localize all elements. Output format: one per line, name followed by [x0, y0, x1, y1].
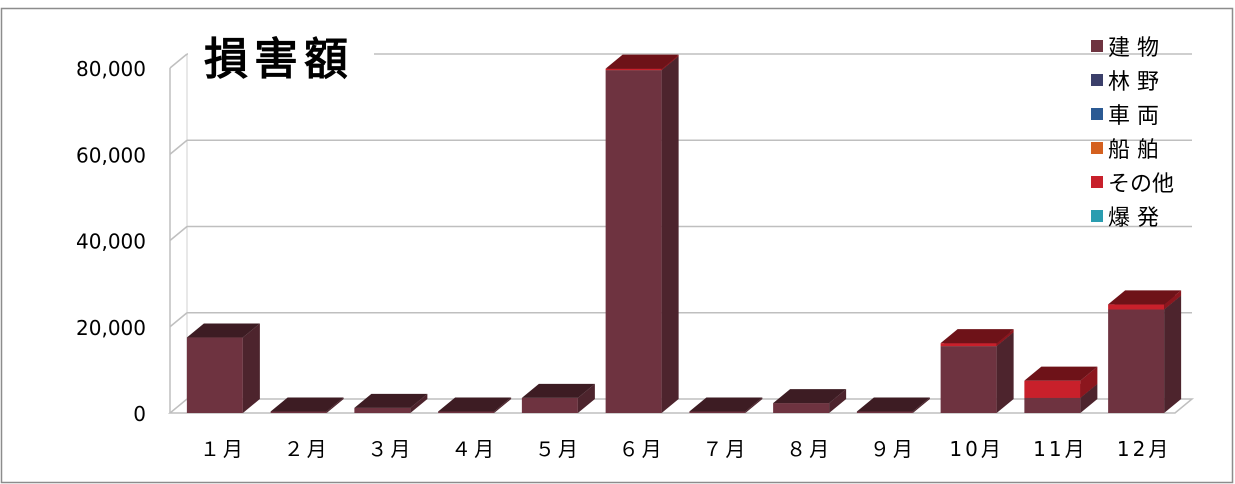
legend-label: 船 舶: [1108, 138, 1159, 163]
legend-swatch: [1091, 210, 1103, 222]
x-tick-label: ６月: [619, 437, 665, 461]
legend-swatch: [1091, 74, 1103, 86]
x-tick-label: 10月: [949, 437, 1003, 461]
bar-front: [1024, 380, 1081, 398]
bar-front: [940, 346, 997, 413]
bar-side: [1080, 366, 1098, 398]
bar-side: [912, 397, 930, 413]
bar-top: [605, 54, 679, 69]
bar-front: [186, 337, 243, 413]
bar-front: [1024, 397, 1081, 413]
x-tick-label: ５月: [535, 437, 581, 461]
bar-side: [242, 323, 260, 413]
y-tick-label: 40,000: [76, 230, 146, 254]
bar-top: [438, 397, 512, 412]
x-tick-label: ４月: [451, 437, 497, 461]
bar-side: [745, 397, 763, 413]
bar-front: [605, 70, 662, 413]
bar-side: [996, 329, 1014, 347]
bar-side: [1164, 295, 1182, 413]
legend-label: 建 物: [1108, 36, 1159, 61]
gridline-diagonal: [169, 225, 188, 242]
bar-top: [521, 383, 595, 398]
bar-side: [829, 389, 847, 413]
x-tick-label: 11月: [1033, 437, 1087, 461]
bar-side: [326, 397, 344, 413]
floor: [167, 398, 1195, 414]
bar-top: [773, 389, 847, 404]
bar-front: [521, 397, 578, 413]
bar-top: [354, 393, 428, 408]
title-backdrop: [188, 22, 374, 82]
bar-front: [773, 403, 830, 413]
bar-top: [856, 397, 930, 412]
legend-label: その他: [1108, 172, 1174, 197]
bars: [186, 54, 1182, 413]
legend-label: 車 両: [1108, 104, 1159, 129]
gridline-diagonal: [169, 53, 188, 69]
bar-side: [661, 54, 679, 71]
x-tick-label: ９月: [870, 437, 916, 461]
bar-front: [270, 411, 327, 413]
bar-front: [689, 411, 746, 413]
x-tick-label: １月: [200, 437, 246, 461]
bar-side: [996, 332, 1014, 413]
y-tick-label: 0: [133, 402, 146, 426]
y-tick-label: 80,000: [76, 57, 146, 81]
gridline-diagonal: [169, 139, 188, 155]
y-tick-label: 60,000: [76, 143, 146, 167]
bar-front: [940, 343, 997, 347]
y-axis-ticks: 0 20,000 40,000 60,000 80,000: [76, 57, 146, 426]
x-tick-label: 12月: [1117, 437, 1171, 461]
bar-front: [856, 411, 913, 413]
y-tick-label: 20,000: [76, 316, 146, 340]
gridline-diagonal: [169, 312, 188, 328]
bar-top: [270, 397, 344, 412]
legend-swatch: [1091, 108, 1103, 120]
bar-side: [1164, 290, 1182, 310]
legend-swatch: [1091, 142, 1103, 154]
x-tick-label: ８月: [786, 437, 832, 461]
bar-top: [1024, 366, 1098, 381]
x-tick-label: ２月: [284, 437, 330, 461]
bar-front: [354, 407, 411, 413]
bar-side: [661, 56, 679, 413]
x-tick-label: ３月: [367, 437, 413, 461]
bar-side: [1080, 383, 1098, 413]
bar-front: [605, 68, 662, 71]
bar-front: [438, 411, 495, 413]
bar-front: [1108, 304, 1165, 310]
legend-label: 林 野: [1108, 70, 1159, 95]
bar-side: [494, 397, 512, 413]
plot-walls: [167, 54, 1195, 414]
x-axis-ticks: １月 ２月 ３月 ４月 ５月 ６月 ７月 ８月 ９月 10月 11月 12月: [200, 437, 1171, 461]
bar-top: [1108, 290, 1182, 305]
legend-swatch: [1091, 176, 1103, 188]
bar-top: [940, 329, 1014, 344]
bar-front: [1108, 309, 1165, 413]
legend-swatch: [1091, 40, 1103, 52]
chart-title: 損害額: [204, 34, 354, 85]
bar-top: [186, 323, 260, 338]
bar-side: [410, 393, 428, 413]
x-tick-label: ７月: [702, 437, 748, 461]
bar-side: [577, 383, 595, 413]
legend-label: 爆 発: [1108, 206, 1159, 231]
bar-top: [689, 397, 763, 412]
